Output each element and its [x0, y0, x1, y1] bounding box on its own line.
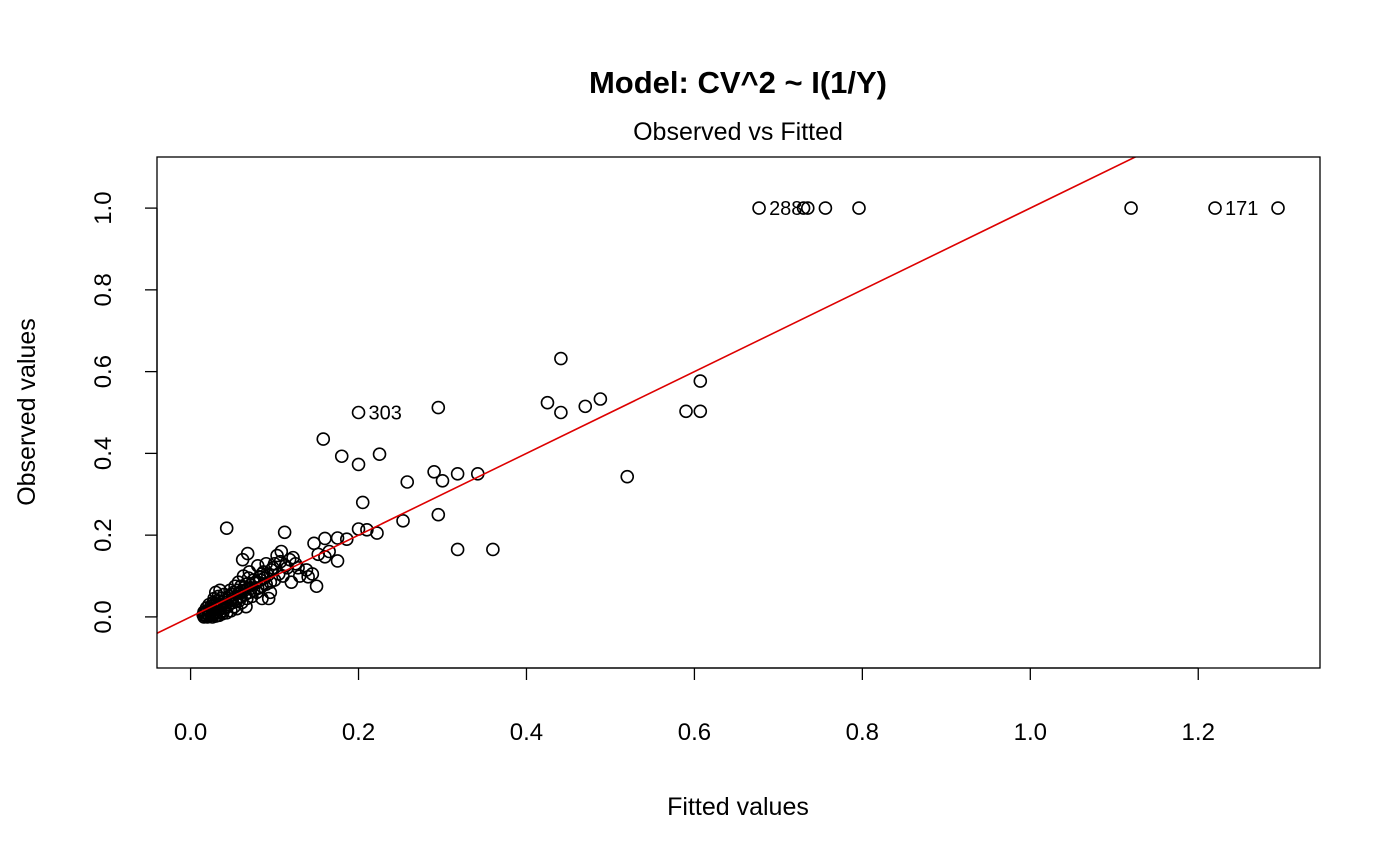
data-point [211, 589, 226, 604]
y-tick-label: 0.4 [90, 437, 117, 470]
x-axis-title: Fitted values [667, 793, 809, 821]
x-tick-label: 0.0 [174, 719, 207, 746]
data-point [693, 374, 708, 388]
x-axis: 0.0 0.2 0.4 0.6 0.8 1.0 1.2 [174, 667, 1215, 746]
y-tick-label: 0.6 [90, 355, 117, 388]
data-point [284, 575, 299, 589]
data-point [578, 399, 593, 414]
data-point [309, 579, 324, 594]
plot-area: 288 171 303 [157, 157, 1285, 634]
data-point [339, 532, 354, 547]
data-point [800, 201, 815, 215]
data-point [435, 473, 450, 488]
data-point [318, 531, 332, 546]
data-point [219, 521, 234, 535]
data-point [818, 201, 833, 215]
y-tick-label: 0.2 [90, 518, 117, 551]
data-point [274, 544, 289, 559]
data-point [311, 547, 326, 562]
data-point [431, 507, 446, 522]
data-point [351, 457, 366, 472]
points-layer [196, 201, 1285, 624]
data-point [752, 201, 766, 215]
plot-frame [156, 156, 1321, 669]
data-point [334, 449, 349, 464]
fit-reference-line [157, 157, 1138, 634]
y-axis-title: Observed values [13, 318, 41, 506]
x-tick-label: 1.0 [1014, 719, 1047, 746]
data-point [796, 201, 811, 215]
data-point [316, 432, 331, 446]
data-point [278, 558, 293, 573]
data-point [351, 405, 366, 420]
data-point [450, 542, 465, 557]
data-point [370, 526, 384, 540]
data-point [307, 536, 321, 551]
point-label: 303 [369, 403, 402, 425]
data-point [1124, 201, 1138, 215]
data-point [470, 467, 485, 481]
y-tick-label: 0.0 [90, 600, 117, 633]
data-point [593, 392, 608, 406]
data-point [372, 447, 387, 461]
data-point [431, 400, 446, 415]
data-point [852, 201, 866, 215]
y-tick-label: 0.8 [90, 273, 117, 306]
data-point [693, 404, 708, 419]
data-point [554, 351, 568, 366]
y-tick-label: 1.0 [90, 191, 117, 224]
data-point [299, 563, 314, 577]
x-tick-label: 0.4 [510, 719, 543, 746]
data-point [679, 404, 693, 419]
data-point [450, 467, 465, 481]
y-axis: 0.0 0.2 0.4 0.6 0.8 1.0 [90, 191, 158, 634]
data-point [1208, 201, 1222, 215]
data-point [330, 531, 345, 545]
data-point [355, 495, 370, 510]
data-point [277, 525, 292, 540]
point-labels-layer: 288 171 303 [369, 198, 1259, 424]
point-label: 288 [769, 198, 802, 220]
x-tick-label: 0.2 [342, 719, 375, 746]
data-point [400, 475, 415, 489]
data-point [427, 464, 441, 479]
data-point [486, 542, 500, 557]
data-point [223, 583, 237, 598]
chart-title: Model: CV^2 ~ I(1/Y) [589, 65, 887, 100]
data-point [620, 469, 635, 484]
data-point [1271, 201, 1285, 215]
point-label: 171 [1225, 198, 1258, 220]
data-point [554, 405, 568, 420]
x-tick-label: 0.6 [678, 719, 711, 746]
data-point [261, 591, 276, 606]
data-point [235, 552, 250, 567]
x-tick-label: 0.8 [846, 719, 879, 746]
data-point [197, 605, 211, 619]
data-point [396, 514, 410, 528]
data-point [250, 585, 264, 600]
data-point [301, 570, 315, 584]
data-point [540, 395, 555, 410]
data-point [330, 554, 345, 568]
x-tick-label: 1.2 [1182, 719, 1215, 746]
chart-subtitle: Observed vs Fitted [633, 118, 843, 146]
